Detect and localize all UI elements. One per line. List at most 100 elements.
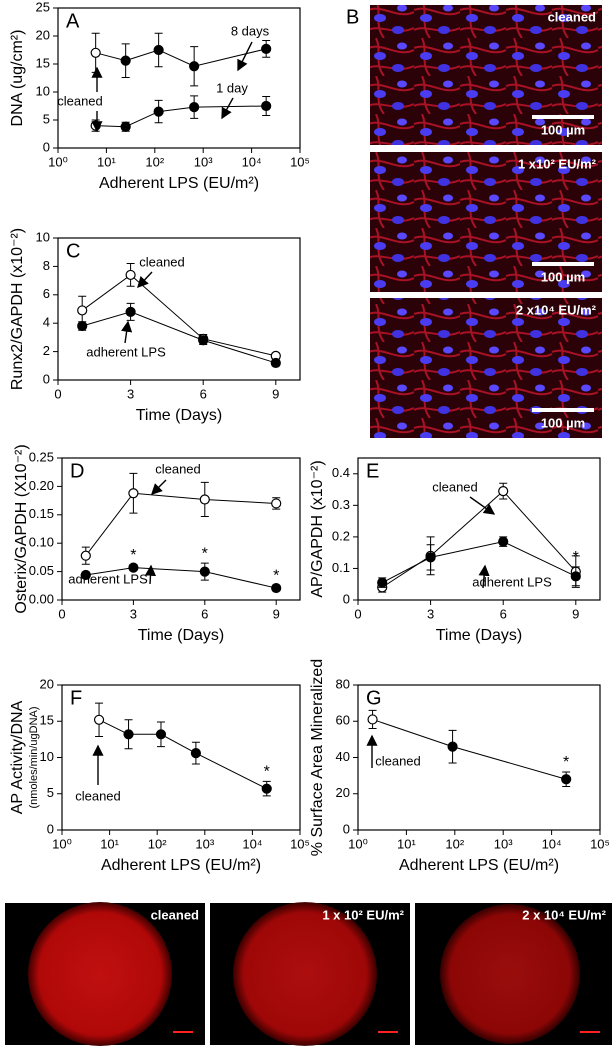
significance-star: *	[563, 754, 569, 771]
data-point	[261, 783, 272, 794]
data-point	[153, 44, 164, 56]
y-tick-label: 0	[343, 821, 350, 836]
x-tick-label: 10¹	[97, 154, 116, 169]
x-tick-label: 10³	[195, 836, 214, 851]
annotation: cleaned	[139, 254, 185, 269]
data-point	[120, 55, 131, 66]
annotation-arrow	[478, 564, 490, 589]
data-point	[367, 714, 378, 725]
x-tick-label: 10²	[145, 154, 164, 169]
y-tick-label: 10	[36, 229, 50, 244]
image-caption: 1 x10² EU/m²	[518, 156, 597, 171]
data-point	[125, 306, 136, 317]
y-axis-label: Runx2/GAPDH (x10⁻²)	[9, 228, 26, 390]
micrograph	[370, 298, 602, 438]
data-point	[155, 729, 167, 740]
x-axis-label: Time (Days)	[136, 407, 223, 424]
data-point	[128, 562, 139, 573]
x-tick-label: 10⁵	[590, 836, 610, 851]
x-tick-label: 6	[200, 386, 207, 401]
annotation: cleaned	[432, 479, 478, 494]
scale-bar	[532, 262, 594, 266]
scale-bar	[532, 408, 594, 412]
y-tick-label: 0.05	[29, 563, 54, 578]
annotation: 1 day	[216, 80, 248, 95]
significance-star: *	[264, 764, 270, 781]
annotation-arrow	[137, 271, 153, 289]
x-tick-label: 3	[427, 606, 434, 621]
significance-star: *	[202, 545, 208, 562]
data-point	[189, 61, 200, 72]
x-tick-label: 10¹	[397, 836, 416, 851]
y-tick-label: 10	[36, 83, 50, 98]
data-point	[128, 488, 139, 499]
data-point	[198, 335, 209, 346]
scale-bar-label: 2 mm	[381, 1036, 396, 1042]
series-line	[82, 311, 276, 364]
y-axis-label: % Surface Area Mineralized	[309, 659, 326, 856]
y-tick-label: 15	[40, 713, 54, 728]
annotation: 8 days	[231, 23, 270, 38]
y-axis-label: DNA (ug/cm²)	[9, 30, 26, 127]
chart: 0 0.1 0.2 0.3 0.4 0 3 6 9 Time (Days) AP/GAPDH (x1…	[309, 457, 601, 644]
x-tick-label: 10⁰	[48, 154, 68, 169]
data-point	[153, 106, 164, 117]
micrograph	[370, 5, 602, 145]
y-tick-label: 0	[43, 371, 50, 386]
image-caption: 1 x 10² EU/m²	[322, 907, 404, 922]
x-axis-label: Time (Days)	[436, 627, 523, 644]
significance-star: *	[130, 547, 136, 564]
annotation: cleaned	[75, 788, 121, 803]
series-line	[85, 567, 277, 589]
y-tick-label: 25	[36, 0, 50, 14]
x-tick-label: 9	[272, 386, 279, 401]
scale-bar	[532, 115, 594, 119]
y-tick-label: 0	[43, 139, 50, 154]
x-axis-label: Adherent LPS (EU/m²)	[101, 857, 261, 874]
y-axis-label: AP Activity/DNA	[9, 700, 26, 814]
x-tick-label: 10²	[445, 836, 464, 851]
data-point	[190, 748, 201, 759]
x-tick-label: 3	[127, 386, 134, 401]
data-point	[199, 494, 210, 505]
y-tick-label: 40	[336, 749, 350, 764]
data-point	[199, 566, 210, 577]
y-tick-label: 20	[336, 785, 350, 800]
chart: 0 5 10 15 20 25 10⁰ 10¹ 10² 10³ 10⁴ 10⁵ Adherent LPS…	[9, 0, 310, 192]
scale-bar-label: 2 mm	[176, 1036, 191, 1042]
annotation: cleaned	[57, 93, 103, 108]
x-tick-label: 0	[354, 606, 361, 621]
x-tick-label: 0	[54, 386, 61, 401]
y-tick-label: 0.25	[29, 449, 54, 464]
x-tick-label: 9	[572, 606, 579, 621]
annotation: adherent LPS	[68, 571, 148, 586]
image-caption: 2 x 10⁴ EU/m²	[522, 907, 606, 922]
y-tick-label: 15	[36, 55, 50, 70]
y-tick-label: 6	[43, 286, 50, 301]
plot-frame	[357, 457, 601, 601]
data-point	[271, 498, 282, 509]
panel-label: E	[366, 460, 379, 482]
scale-bar	[378, 1031, 398, 1033]
micrograph-panel	[370, 5, 602, 438]
y-tick-label: 0	[343, 591, 350, 606]
scale-bar-label: 2 mm	[583, 1036, 598, 1042]
x-tick-label: 10³	[494, 836, 513, 851]
x-axis-label: Time (Days)	[138, 627, 225, 644]
panel-label: C	[66, 240, 80, 262]
micrograph	[370, 152, 602, 292]
annotation-arrow	[144, 564, 157, 585]
data-point	[189, 102, 200, 113]
data-point	[123, 729, 134, 740]
data-point	[261, 43, 272, 54]
x-tick-label: 3	[130, 606, 137, 621]
chart: 0 5 10 15 20 10⁰ 10¹ 10² 10³ 10⁴ 10⁵ Adherent LPS (…	[9, 676, 310, 874]
data-point	[570, 571, 581, 582]
data-point	[270, 357, 281, 369]
annotation-arrow	[151, 479, 167, 495]
scale-bar	[173, 1031, 193, 1033]
data-point	[80, 550, 91, 561]
y-tick-label: 20	[36, 27, 50, 42]
y-tick-label: 0.10	[29, 535, 54, 550]
